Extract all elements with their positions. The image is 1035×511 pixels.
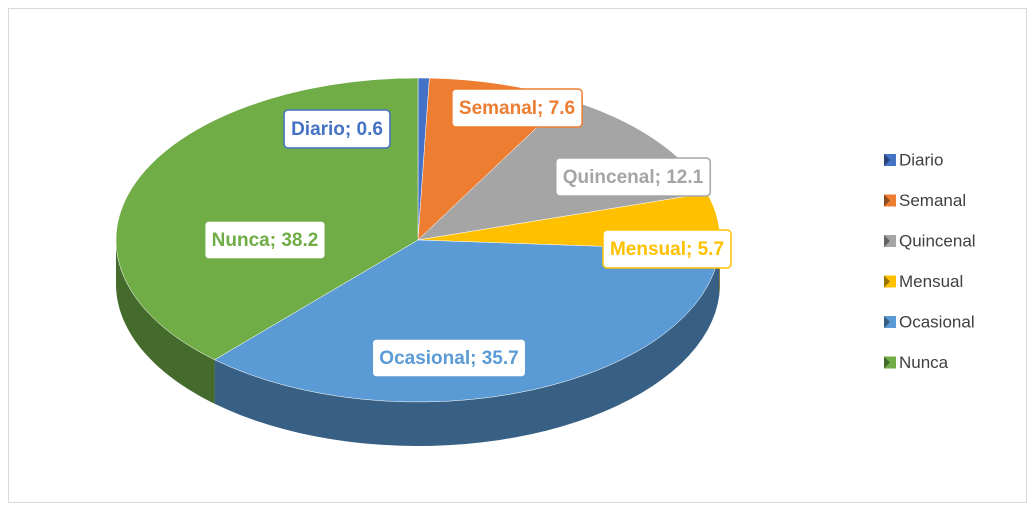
data-label-text: Diario; 0.6 [291,119,383,140]
data-label: Ocasional; 35.7 [371,338,527,378]
slice [214,239,720,403]
legend-label: Nunca [899,353,949,372]
data-label: Quincenal; 12.1 [555,157,711,197]
legend-swatch-shade [884,356,890,369]
slice-side [214,250,720,446]
data-label: Semanal; 7.6 [451,88,583,128]
legend-swatch-shade [884,194,890,207]
data-label-text: Nunca; 38.2 [212,230,319,251]
slice-side [116,240,215,404]
data-label-text: Quincenal; 12.1 [563,167,704,188]
legend-swatch-shade [884,154,890,166]
data-label-text: Mensual; 5.7 [610,239,724,260]
legend-label: Diario [899,150,943,169]
data-label-text: Ocasional; 35.7 [379,348,518,369]
data-label-box [283,109,391,149]
legend-label: Quincenal [899,231,976,250]
legend-swatch-shade [884,235,890,247]
data-label-box [602,229,732,269]
legend-label: Ocasional [899,312,975,331]
legend-swatch-shade [884,316,890,328]
legend-label: Semanal [899,191,966,210]
legend-label: Mensual [899,272,963,291]
data-label: Mensual; 5.7 [602,229,732,269]
data-label: Nunca; 38.2 [203,220,327,260]
data-label-text: Semanal; 7.6 [459,98,575,119]
data-label: Diario; 0.6 [283,109,391,149]
data-label-box [371,338,527,378]
data-label-box [203,220,327,260]
data-label-box [451,88,583,128]
legend-swatch-shade [884,275,890,288]
data-label-box [555,157,711,197]
